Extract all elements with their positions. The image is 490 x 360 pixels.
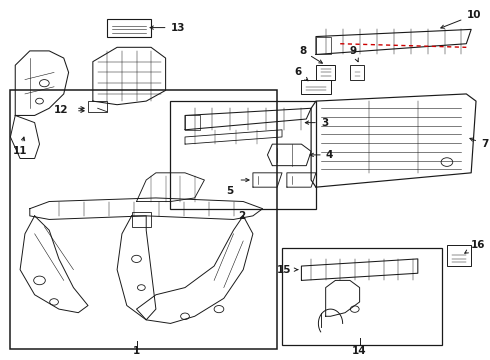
Bar — [282, 248, 442, 345]
Bar — [107, 19, 151, 37]
Bar — [10, 90, 277, 348]
Text: 12: 12 — [54, 105, 69, 115]
Text: 15: 15 — [277, 265, 298, 275]
Text: 5: 5 — [226, 186, 234, 197]
Bar — [171, 101, 316, 209]
Bar — [301, 80, 331, 94]
Bar — [316, 37, 331, 54]
Text: 1: 1 — [133, 346, 140, 356]
Bar — [185, 116, 199, 130]
Bar — [350, 65, 365, 80]
Text: 16: 16 — [465, 239, 486, 253]
Text: 14: 14 — [352, 346, 367, 356]
Bar — [316, 65, 335, 80]
Text: 8: 8 — [299, 46, 322, 63]
Bar — [132, 212, 151, 226]
Text: 10: 10 — [441, 10, 481, 28]
Text: 3: 3 — [305, 118, 328, 128]
Text: 13: 13 — [150, 23, 185, 33]
Text: 7: 7 — [470, 138, 488, 149]
Text: 2: 2 — [238, 211, 245, 221]
Text: 9: 9 — [350, 46, 358, 62]
Text: 11: 11 — [13, 137, 27, 156]
Bar — [447, 244, 471, 266]
Text: 4: 4 — [310, 150, 333, 160]
Bar — [88, 101, 107, 112]
Text: 6: 6 — [294, 67, 308, 81]
